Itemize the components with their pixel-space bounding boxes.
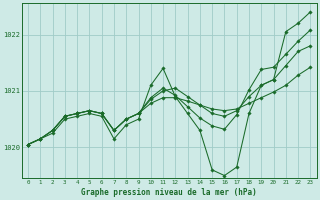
X-axis label: Graphe pression niveau de la mer (hPa): Graphe pression niveau de la mer (hPa): [81, 188, 257, 197]
